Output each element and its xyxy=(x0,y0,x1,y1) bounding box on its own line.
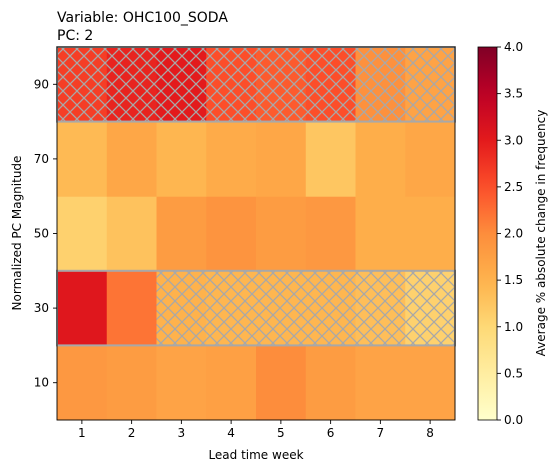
y-axis: 10 30 50 70 90 xyxy=(34,77,57,390)
heatmap-cell xyxy=(106,345,157,421)
x-tick-label: 7 xyxy=(377,426,385,440)
hatch-mark xyxy=(206,270,256,346)
x-tick-label: 8 xyxy=(426,426,434,440)
x-tick-label: 1 xyxy=(78,426,86,440)
heatmap-cell xyxy=(106,196,157,272)
heatmap-cell xyxy=(156,121,207,197)
heatmap-cell xyxy=(256,121,307,197)
heatmap-cell xyxy=(57,345,108,421)
heatmap-cell xyxy=(57,270,108,346)
hatch-mark xyxy=(156,270,207,346)
x-axis-label: Lead time week xyxy=(208,448,303,462)
heatmap-cell xyxy=(256,196,307,272)
y-tick-label: 10 xyxy=(34,376,49,390)
colorbar-tick-label: 1.5 xyxy=(504,273,523,287)
hatch-mark xyxy=(206,47,256,122)
hatch-mark xyxy=(405,270,455,346)
hatch-overlay xyxy=(57,47,455,346)
colorbar-tick-label: 2.0 xyxy=(504,227,523,241)
y-tick-label: 30 xyxy=(34,301,49,315)
colorbar-tick-label: 3.0 xyxy=(504,133,523,147)
heatmap-cell xyxy=(256,345,307,421)
heatmap-cell xyxy=(355,121,406,197)
x-axis: 1 2 3 4 5 6 7 8 xyxy=(78,420,434,440)
hatch-mark xyxy=(106,47,157,122)
x-tick-label: 5 xyxy=(277,426,285,440)
colorbar xyxy=(477,46,498,421)
hatch-mark xyxy=(355,270,406,346)
y-tick-label: 70 xyxy=(34,152,49,166)
x-tick-label: 3 xyxy=(178,426,186,440)
x-tick-label: 2 xyxy=(128,426,136,440)
colorbar-tick-label: 1.0 xyxy=(504,320,523,334)
heatmap-cell xyxy=(305,196,356,272)
hatch-mark xyxy=(305,47,356,122)
colorbar-tick-label: 0.0 xyxy=(504,413,523,427)
heatmap-cell xyxy=(405,345,456,421)
chart-title-line2: PC: 2 xyxy=(57,28,93,44)
heatmap-cell xyxy=(305,121,356,197)
heatmap-cell xyxy=(405,196,456,272)
x-tick-label: 6 xyxy=(327,426,335,440)
hatch-mark xyxy=(57,47,107,122)
heatmap-cell xyxy=(206,121,257,197)
colorbar-tick-label: 0.5 xyxy=(504,366,523,380)
colorbar-tick-label: 4.0 xyxy=(504,40,523,54)
chart-title-line1: Variable: OHC100_SODA xyxy=(57,10,228,26)
hatch-mark xyxy=(256,47,306,122)
x-tick-label: 4 xyxy=(227,426,235,440)
colorbar-label: Average % absolute change in frequency xyxy=(534,110,548,357)
y-tick-label: 90 xyxy=(34,77,49,91)
heatmap-cell xyxy=(106,121,157,197)
heatmap-cell xyxy=(156,196,207,272)
heatmap-cell xyxy=(206,196,257,272)
heatmap-cell xyxy=(355,345,406,421)
heatmap-cell xyxy=(405,121,456,197)
colorbar-tick-label: 2.5 xyxy=(504,180,523,194)
hatch-mark xyxy=(405,47,455,122)
y-tick-label: 50 xyxy=(34,227,49,241)
heatmap-cell xyxy=(355,196,406,272)
colorbar-ticks: 0.0 0.5 1.0 1.5 2.0 2.5 3.0 3.5 4.0 xyxy=(497,40,523,427)
heatmap-cell xyxy=(156,345,207,421)
heatmap-cell xyxy=(57,196,108,272)
hatch-mark xyxy=(355,47,406,122)
heatmap-cell xyxy=(57,121,108,197)
heatmap-cell xyxy=(206,345,257,421)
y-axis-label: Normalized PC Magnitude xyxy=(10,156,24,311)
hatch-mark xyxy=(305,270,356,346)
hatch-mark xyxy=(156,47,207,122)
colorbar-tick-label: 3.5 xyxy=(504,87,523,101)
heatmap-cell xyxy=(305,345,356,421)
hatch-mark xyxy=(256,270,306,346)
heatmap-cell xyxy=(106,270,157,346)
